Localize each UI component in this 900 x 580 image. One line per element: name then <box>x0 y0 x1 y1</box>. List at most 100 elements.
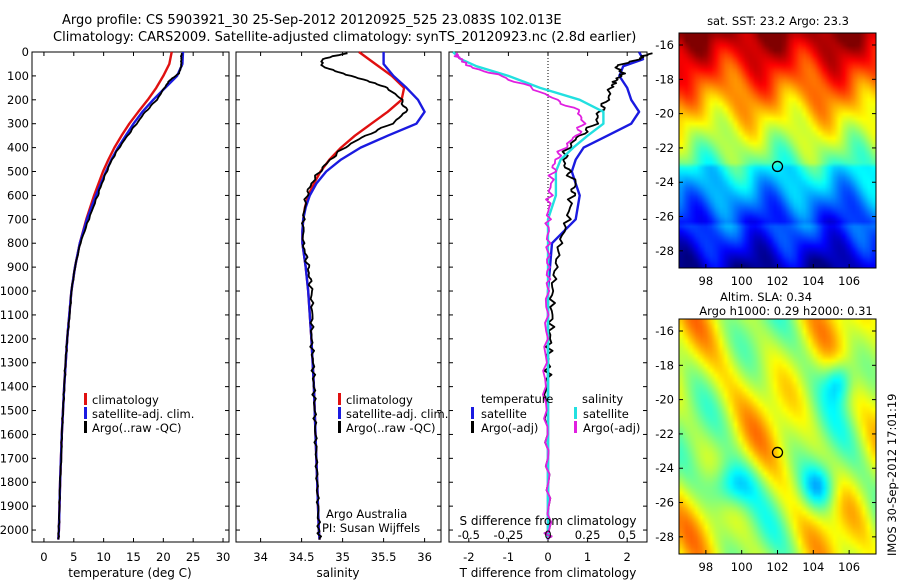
legend-label-climatology: climatology <box>92 393 159 407</box>
sla-map-subtitle: Argo h1000: 0.29 h2000: 0.31 <box>699 304 872 318</box>
s-difference-label: S difference from climatology <box>460 514 637 528</box>
difference-profiles <box>452 51 653 540</box>
legend-label-t-argo: Argo(-adj) <box>481 421 538 435</box>
x-tick-label: 0 <box>40 550 47 564</box>
lon-tick-label: 102 <box>767 274 789 288</box>
temperature-x-axis: 0 5 10 15 20 25 30 <box>40 52 230 564</box>
legend-swatch-satellite <box>84 407 87 419</box>
x-tick-label: 2 <box>624 550 631 564</box>
salinity-plot-frame <box>235 51 442 543</box>
salinity-depth-ticks <box>236 51 441 531</box>
depth-tick-label: 900 <box>7 260 29 274</box>
depth-tick-label: 1000 <box>0 284 29 298</box>
depth-tick-label: 1300 <box>0 356 29 370</box>
depth-tick-label: 1500 <box>0 404 29 418</box>
legend-swatch-s-satellite <box>574 407 577 419</box>
depth-tick-label: 1700 <box>0 451 29 465</box>
temperature-legend: climatology satellite-adj. clim. Argo(..… <box>84 393 194 435</box>
sla-map-panel: Altim. SLA: 0.34 Argo h1000: 0.29 h2000:… <box>655 290 877 574</box>
profile-line-argorawqc <box>57 52 183 540</box>
legend-label-s-satellite: satellite <box>583 407 629 421</box>
lon-tick-label: 100 <box>731 274 753 288</box>
depth-tick-label: 1100 <box>0 308 29 322</box>
lat-tick-label: -22 <box>655 427 674 441</box>
legend-label-argo: Argo(..raw -QC) <box>346 421 436 435</box>
depth-tick-label: 500 <box>7 165 29 179</box>
institution-label: Argo Australia <box>326 507 407 521</box>
depth-tick-label: 1200 <box>0 332 29 346</box>
temperature-x-label: temperature (deg C) <box>68 566 191 580</box>
lon-tick-label: 98 <box>699 560 714 574</box>
imos-timestamp: IMOS 30-Sep-2012 17:01:19 <box>885 394 899 557</box>
salinity-profiles <box>301 51 426 540</box>
s-tick-label: 0.25 <box>575 528 601 542</box>
lat-tick-label: -28 <box>655 530 674 544</box>
lon-tick-label: 100 <box>731 560 753 574</box>
argo-location-marker <box>771 160 784 173</box>
lat-tick-label: -26 <box>655 210 674 224</box>
depth-tick-label: 600 <box>7 188 29 202</box>
lat-tick-label: -24 <box>655 175 674 189</box>
depth-tick-label: 2000 <box>0 523 29 537</box>
sla-map-axes: 98 100 102 104 106 -16 -18 -20 -22 -24 -26 -28 <box>655 324 876 574</box>
lat-tick-label: -16 <box>655 324 674 338</box>
depth-tick-label: 1600 <box>0 427 29 441</box>
sst-map-panel: sat. SST: 23.2 Argo: 23.3 98 100 102 104 106… <box>655 14 877 288</box>
title-line-2: Climatology: CARS2009. Satellite-adjuste… <box>53 30 636 45</box>
lat-tick-label: -18 <box>655 72 674 86</box>
difference-panel: -2 -1 0 1 2 temperature salinity satellite A… <box>448 51 653 580</box>
t-difference-x-axis: -2 -1 0 1 2 <box>463 52 631 564</box>
s-tick-label: 0 <box>544 528 551 542</box>
depth-tick-label: 100 <box>7 69 29 83</box>
difference-legend: temperature salinity satellite Argo(-adj… <box>471 392 640 435</box>
salinity-x-label: salinity <box>316 566 359 580</box>
depth-tick-label: 400 <box>7 141 29 155</box>
x-tick-label: 36 <box>417 550 432 564</box>
x-tick-label: 25 <box>186 550 201 564</box>
x-tick-label: 30 <box>216 550 231 564</box>
sst-map-axes: 98 100 102 104 106 -16 -18 -20 -22 -24 -26 -28 <box>655 38 876 288</box>
legend-swatch-t-argo <box>471 421 474 433</box>
lon-tick-label: 106 <box>838 274 860 288</box>
sst-map-title: sat. SST: 23.2 Argo: 23.3 <box>707 14 849 28</box>
legend-label-satellite: satellite-adj. clim. <box>92 407 194 421</box>
x-tick-label: 34 <box>253 550 268 564</box>
legend-swatch-t-satellite <box>471 407 474 419</box>
title-line-1: Argo profile: CS 5903921_30 25-Sep-2012 … <box>62 13 562 28</box>
legend-swatch-climatology <box>338 393 341 405</box>
legend-swatch-satellite <box>338 407 341 419</box>
temperature-panel: 0100200300400500600700800900100011001200… <box>0 45 230 580</box>
lat-tick-label: -22 <box>655 141 674 155</box>
lon-tick-label: 104 <box>802 560 824 574</box>
profile-line-argoadj <box>453 52 587 540</box>
x-tick-label: 0 <box>544 550 551 564</box>
x-tick-label: 5 <box>70 550 77 564</box>
legend-swatch-argo <box>338 421 341 433</box>
pi-label: PI: Susan Wijffels <box>322 521 420 535</box>
depth-tick-label: 1400 <box>0 380 29 394</box>
salinity-x-axis: 34 34.5 35 35.5 36 <box>253 52 432 564</box>
difference-depth-ticks <box>449 51 647 531</box>
legend-label-argo: Argo(..raw -QC) <box>92 421 182 435</box>
legend-swatch-argo <box>84 421 87 433</box>
temperature-profiles <box>57 51 185 540</box>
depth-tick-label: 200 <box>7 93 29 107</box>
sst-heatmap-image <box>679 33 876 268</box>
x-tick-label: -2 <box>463 550 474 564</box>
legend-label-t-satellite: satellite <box>481 407 527 421</box>
x-tick-label: 20 <box>156 550 171 564</box>
x-tick-label: 34.5 <box>289 550 315 564</box>
lon-tick-label: 98 <box>699 274 714 288</box>
sla-map-title: Altim. SLA: 0.34 <box>720 290 812 304</box>
depth-axis: 0 100 200 300 400 500 600 700 800 900 1000 1100 1200… <box>0 45 229 537</box>
depth-tick-label: 0 <box>22 45 29 59</box>
legend-swatch-s-argo <box>574 421 577 433</box>
lat-tick-label: -20 <box>655 107 674 121</box>
lat-tick-label: -16 <box>655 38 674 52</box>
legend-label-s-argo: Argo(-adj) <box>583 421 640 435</box>
lat-tick-label: -28 <box>655 244 674 258</box>
legend-swatch-climatology <box>84 393 87 405</box>
lon-tick-label: 104 <box>802 274 824 288</box>
s-tick-label: -0.5 <box>458 528 480 542</box>
